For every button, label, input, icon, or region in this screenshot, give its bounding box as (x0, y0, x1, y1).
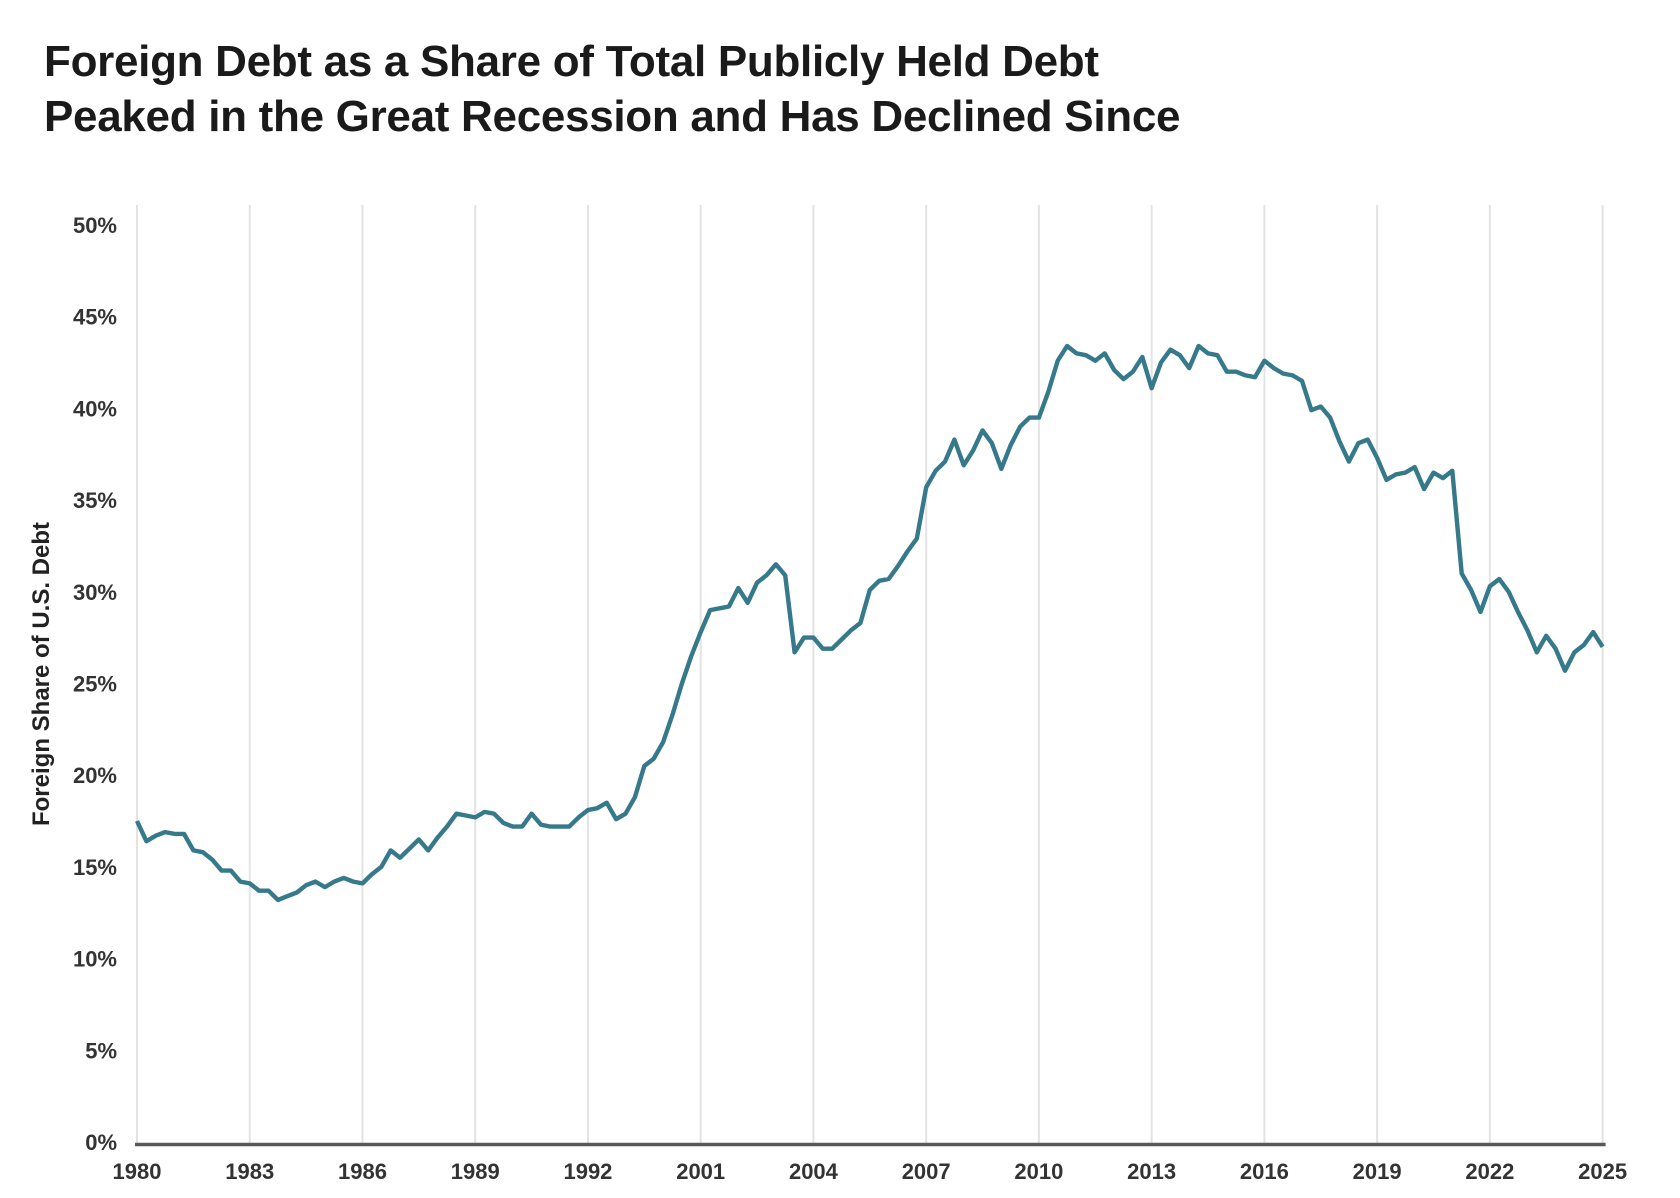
y-tick-label: 35% (73, 488, 117, 513)
x-tick-label: 1989 (451, 1159, 500, 1184)
foreign-share-line (135, 343, 1605, 903)
x-tick-label: 2025 (1578, 1159, 1627, 1184)
x-tick-label: 1980 (113, 1159, 162, 1184)
chart-title-line2: Peaked in the Great Recession and Has De… (44, 92, 1181, 141)
x-tick-label: 2013 (1127, 1159, 1176, 1184)
x-tick-label: 2022 (1465, 1159, 1514, 1184)
y-tick-label: 0% (85, 1130, 117, 1155)
x-tick-label: 1983 (225, 1159, 274, 1184)
y-tick-label: 20% (73, 763, 117, 788)
chart-title-line1: Foreign Debt as a Share of Total Publicl… (44, 37, 1099, 86)
y-tick-label: 5% (85, 1038, 117, 1063)
x-tick-label: 2010 (1014, 1159, 1063, 1184)
y-tick-label: 30% (73, 580, 117, 605)
y-tick-label: 40% (73, 396, 117, 421)
x-tick-label: 2004 (789, 1159, 839, 1184)
y-tick-label: 25% (73, 672, 117, 697)
chart-title: Foreign Debt as a Share of Total Publicl… (44, 34, 1180, 144)
y-tick-label: 10% (73, 947, 117, 972)
y-tick-label: 15% (73, 855, 117, 880)
x-tick-label: 2019 (1353, 1159, 1402, 1184)
y-tick-label: 45% (73, 305, 117, 330)
x-tick-label: 2007 (902, 1159, 951, 1184)
x-tick-label: 2016 (1240, 1159, 1289, 1184)
y-tick-label: 50% (73, 213, 117, 238)
x-tick-label: 2001 (676, 1159, 725, 1184)
x-tick-label: 1986 (338, 1159, 387, 1184)
x-tick-label: 1992 (563, 1159, 612, 1184)
